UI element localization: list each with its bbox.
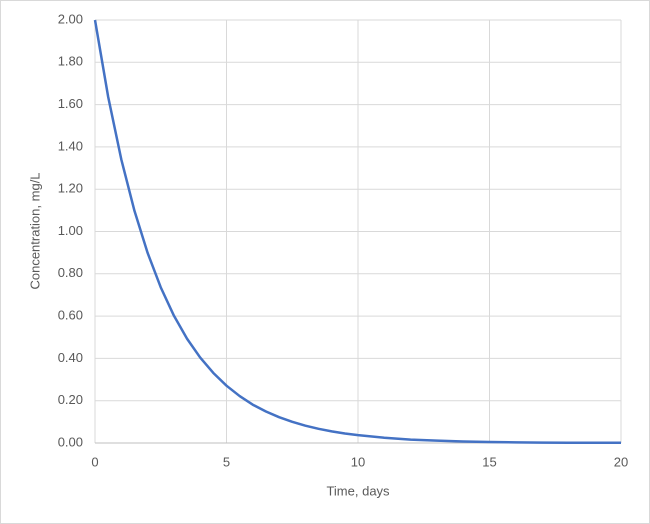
data-line	[93, 19, 621, 445]
x-axis-title: Time, days	[326, 483, 390, 498]
y-tick-label: 2.00	[58, 11, 83, 26]
y-tick-label: 0.40	[58, 350, 83, 365]
x-tick-label: 0	[91, 454, 98, 469]
y-tick-label: 0.20	[58, 392, 83, 407]
y-tick-label: 1.00	[58, 223, 83, 238]
y-tick-label: 1.40	[58, 138, 83, 153]
y-tick-label: 0.60	[58, 308, 83, 323]
y-axis-title: Concentration, mg/L	[27, 172, 42, 289]
y-tick-label: 1.60	[58, 96, 83, 111]
y-tick-label: 0.00	[58, 434, 83, 449]
y-tick-label: 0.80	[58, 265, 83, 280]
x-tick-label: 5	[223, 454, 230, 469]
x-tick-label: 10	[351, 454, 365, 469]
x-tick-label: 15	[482, 454, 496, 469]
y-tick-label: 1.80	[58, 54, 83, 69]
x-tick-label: 20	[614, 454, 628, 469]
y-tick-label: 1.20	[58, 181, 83, 196]
